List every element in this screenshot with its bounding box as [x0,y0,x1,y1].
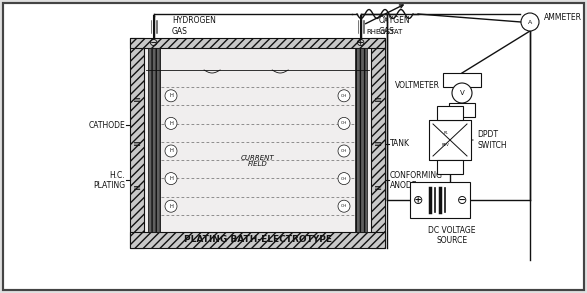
Circle shape [338,117,350,130]
Bar [144,48,371,232]
Text: ≡: ≡ [133,183,141,193]
Text: CONFORMING
ANODE: CONFORMING ANODE [390,171,443,190]
Text: ≡: ≡ [133,139,141,149]
Circle shape [338,90,350,102]
Text: H.C.
PLATING: H.C. PLATING [93,171,125,190]
Bar [130,38,385,48]
Text: V: V [460,90,464,96]
Text: OH: OH [341,149,347,153]
Text: ⊕: ⊕ [356,38,366,48]
Text: ≡: ≡ [374,139,382,149]
Text: ≡: ≡ [374,95,382,105]
Text: TANK: TANK [390,139,410,148]
Bar [130,232,385,248]
Text: OXYGEN
GAS: OXYGEN GAS [379,16,411,36]
Bar [429,120,471,160]
Text: REV: REV [442,143,450,147]
Text: CATHODE: CATHODE [88,121,125,130]
Text: OH: OH [341,94,347,98]
Circle shape [452,83,472,103]
Circle shape [165,200,177,212]
Bar [130,38,144,248]
Text: OH: OH [341,177,347,180]
Text: VOLTMETER: VOLTMETER [395,81,440,89]
Text: DPDT
SWITCH: DPDT SWITCH [477,130,507,150]
Text: CURRENT
FIELD: CURRENT FIELD [241,154,274,168]
Text: ≡: ≡ [133,95,141,105]
Text: H: H [169,121,173,126]
Text: ⊖: ⊖ [457,193,467,207]
Bar [449,103,475,117]
Text: ⊖: ⊖ [149,38,158,48]
Bar [355,48,367,232]
Text: ≡: ≡ [374,183,382,193]
Text: ⊕: ⊕ [413,193,423,207]
Circle shape [165,145,177,157]
Bar [429,120,471,160]
Text: AMMETER: AMMETER [544,13,582,21]
Text: PLATING BATH-ELECTROTYPE: PLATING BATH-ELECTROTYPE [184,236,332,244]
Bar [371,38,385,248]
Circle shape [165,90,177,102]
Circle shape [165,117,177,130]
Circle shape [521,13,539,31]
Text: A: A [528,20,532,25]
Circle shape [338,173,350,185]
Bar [148,48,160,232]
Circle shape [338,145,350,157]
Text: H: H [169,204,173,209]
Circle shape [165,173,177,185]
Text: H: H [169,149,173,154]
Text: H: H [169,93,173,98]
Bar [437,106,463,120]
Text: DC VOLTAGE
SOURCE: DC VOLTAGE SOURCE [429,226,475,246]
Text: OH: OH [341,204,347,208]
Circle shape [338,200,350,212]
Bar [437,160,463,174]
Bar [443,73,481,87]
Bar [410,182,470,218]
Text: PL: PL [444,131,448,135]
Text: H: H [169,176,173,181]
Text: OH: OH [341,121,347,125]
Text: RHEOSTAT: RHEOSTAT [367,29,403,35]
Text: HYDROGEN
GAS: HYDROGEN GAS [172,16,216,36]
